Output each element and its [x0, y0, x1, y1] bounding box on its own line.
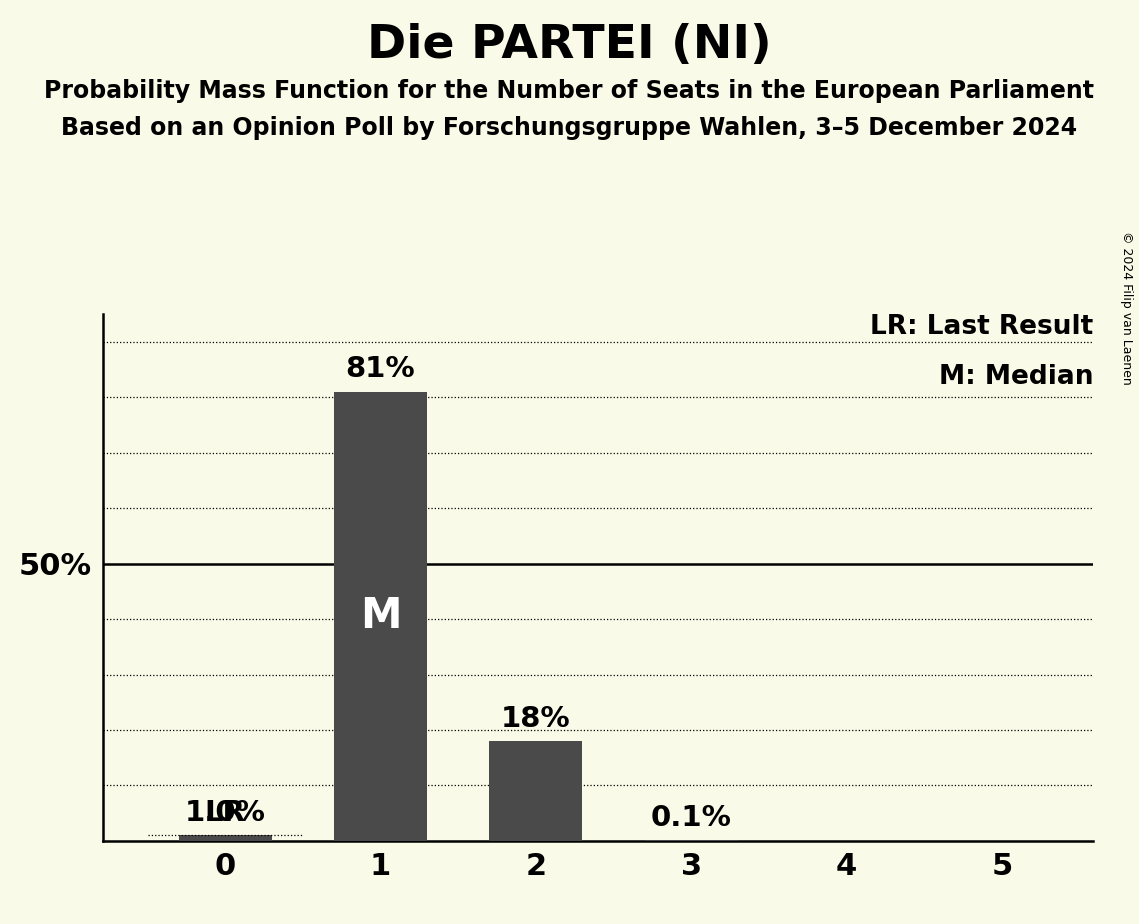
Bar [179, 835, 272, 841]
Text: Based on an Opinion Poll by Forschungsgruppe Wahlen, 3–5 December 2024: Based on an Opinion Poll by Forschungsgr… [62, 116, 1077, 140]
Text: 18%: 18% [501, 705, 571, 733]
Text: LR: LR [205, 799, 246, 827]
Text: 0.1%: 0.1% [650, 804, 731, 832]
Text: 81%: 81% [346, 356, 416, 383]
Text: M: M [360, 595, 401, 638]
Text: Probability Mass Function for the Number of Seats in the European Parliament: Probability Mass Function for the Number… [44, 79, 1095, 103]
Text: © 2024 Filip van Laenen: © 2024 Filip van Laenen [1121, 231, 1133, 384]
Text: LR: Last Result: LR: Last Result [870, 314, 1093, 340]
Text: 1.0%: 1.0% [185, 799, 265, 827]
Bar [334, 392, 427, 841]
Bar [490, 741, 582, 841]
Text: M: Median: M: Median [939, 364, 1093, 390]
Text: Die PARTEI (NI): Die PARTEI (NI) [367, 23, 772, 68]
